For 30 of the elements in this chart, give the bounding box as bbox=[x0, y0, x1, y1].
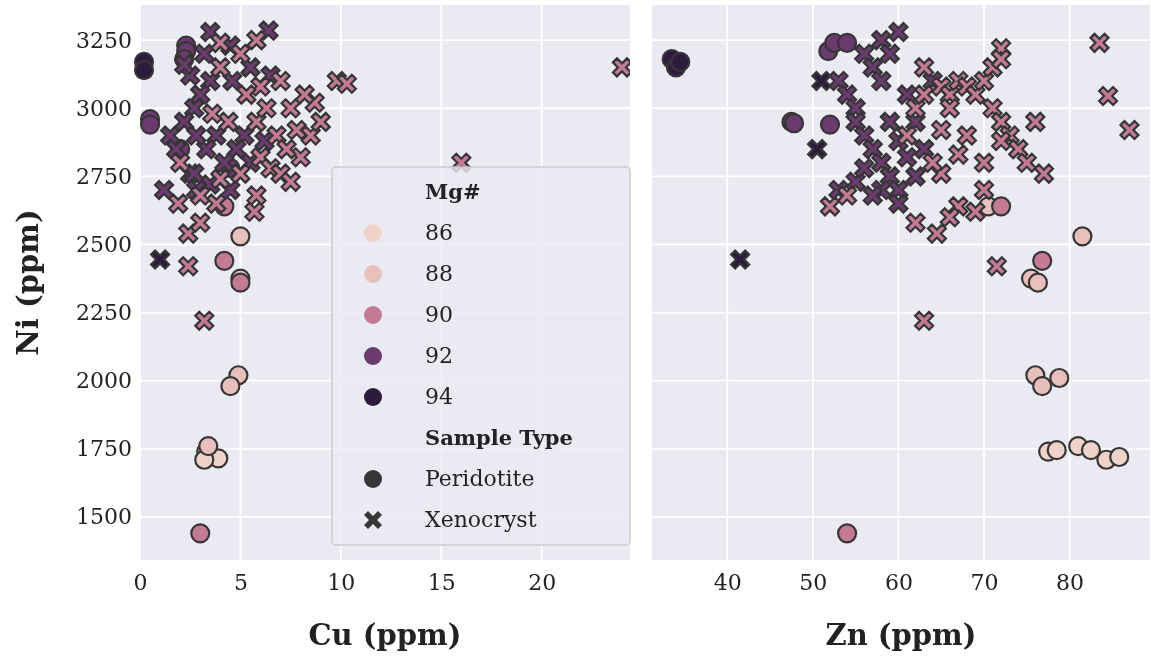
annotation: Xenocryst bbox=[425, 507, 537, 532]
legend-label: 86 bbox=[425, 220, 453, 245]
x-tick-label: 40 bbox=[713, 569, 742, 595]
y-tick-label: 1500 bbox=[76, 504, 132, 530]
legend-title: Mg# bbox=[425, 179, 481, 204]
y-tick-label: 1750 bbox=[76, 436, 132, 462]
y-tick-label: 3000 bbox=[76, 95, 132, 121]
legend-label: 92 bbox=[425, 343, 453, 368]
x-tick-label: 50 bbox=[799, 569, 828, 595]
y-tick-label: 2750 bbox=[76, 163, 132, 189]
x-tick-label: 10 bbox=[327, 569, 356, 595]
y-tick-label: 2500 bbox=[76, 232, 132, 258]
x-tick-label: 80 bbox=[1056, 569, 1085, 595]
x-tick-label: 15 bbox=[427, 569, 456, 595]
x-tick-label: 0 bbox=[133, 569, 148, 595]
x-tick-label: 70 bbox=[970, 569, 999, 595]
y-tick-label: 2250 bbox=[76, 300, 132, 326]
annotation: Sample Type bbox=[425, 425, 573, 450]
y-tick-label: 3250 bbox=[76, 27, 132, 53]
legend-label: 94 bbox=[425, 384, 453, 409]
x-tick-label: 60 bbox=[884, 569, 913, 595]
legend-label: 88 bbox=[425, 261, 453, 286]
y-tick-label: 2000 bbox=[76, 368, 132, 394]
x-axis-title: Cu (ppm) bbox=[308, 618, 462, 652]
y-axis-title: Ni (ppm) bbox=[11, 209, 45, 356]
legend-label: 90 bbox=[425, 302, 453, 327]
annotation: Peridotite bbox=[425, 466, 535, 491]
x-axis-title: Zn (ppm) bbox=[825, 618, 977, 652]
x-tick-label: 5 bbox=[233, 569, 248, 595]
x-tick-label: 20 bbox=[528, 569, 557, 595]
